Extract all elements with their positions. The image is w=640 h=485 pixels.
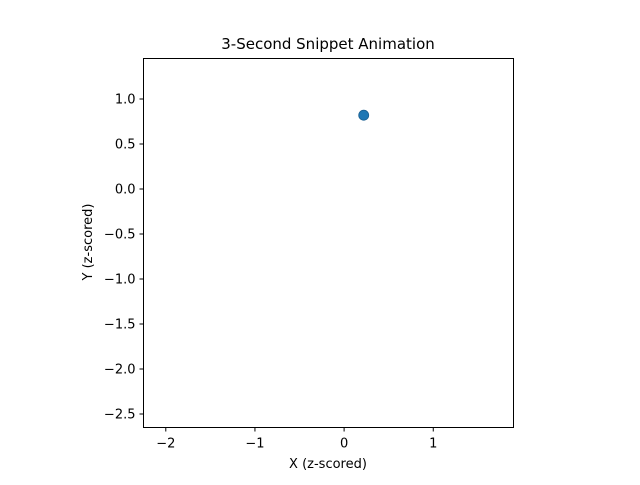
y-tick-label: 0.5: [115, 138, 136, 153]
y-tick-label: −2.0: [104, 363, 136, 378]
x-axis-label: X (z-scored): [289, 457, 367, 472]
y-tick-label: −1.5: [104, 318, 136, 333]
y-axis-label: Y (z-scored): [81, 204, 96, 282]
data-points: [358, 109, 370, 121]
x-axis-ticks: −2 −1 0 1: [156, 427, 437, 452]
y-tick-label: −2.5: [104, 408, 136, 423]
y-tick-label: 0.0: [115, 183, 136, 198]
x-tick-label: 0: [340, 437, 348, 452]
x-tick-label: −1: [245, 437, 264, 452]
x-tick-label: 1: [429, 437, 437, 452]
chart-title: 3-Second Snippet Animation: [221, 35, 435, 53]
y-tick-label: 1.0: [115, 93, 136, 108]
plot-frame: [143, 58, 514, 428]
y-axis-ticks: 1.0 0.5 0.0 −0.5 −1.0 −1.5 −2.0 −2.5: [104, 93, 144, 423]
x-tick-label: −2: [156, 437, 175, 452]
y-tick-label: −0.5: [104, 228, 136, 243]
data-point: [358, 109, 370, 121]
y-tick-label: −1.0: [104, 273, 136, 288]
